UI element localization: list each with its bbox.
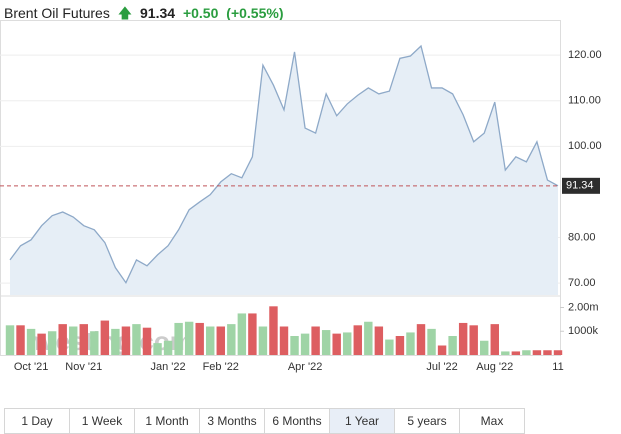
change-percent: (+0.55%)	[226, 5, 284, 21]
x-tick-label: Jul '22	[426, 361, 457, 373]
volume-bar	[511, 351, 521, 355]
chart: 70.0080.00100.00110.00120.00Investing.co…	[0, 20, 602, 373]
volume-bar	[501, 351, 510, 355]
plot-frame	[0, 20, 561, 356]
volume-bar	[458, 322, 468, 355]
volume-bar	[300, 333, 310, 355]
volume-bar	[279, 326, 289, 355]
y-tick-label: 120.00	[568, 49, 602, 61]
range-button[interactable]: 1 Week	[69, 408, 135, 434]
volume-bar	[69, 326, 78, 355]
volume-bar	[385, 339, 394, 355]
x-tick-label: Feb '22	[203, 361, 239, 373]
volume-bar	[522, 350, 531, 355]
y-tick-label: 70.00	[568, 277, 596, 289]
y-tick-label: 110.00	[568, 95, 601, 107]
volume-bar	[237, 313, 247, 355]
title: Brent Oil Futures	[4, 5, 110, 21]
range-buttons: 1 Day 1 Week 1 Month 3 Months 6 Months 1 Year…	[4, 408, 525, 434]
change: +0.50	[182, 5, 219, 21]
volume-bar	[448, 336, 457, 355]
volume-bar	[437, 345, 447, 355]
volume-bar	[16, 325, 25, 355]
x-tick-label: 11	[552, 361, 563, 373]
volume-bar	[111, 328, 120, 355]
last-price-box	[562, 177, 600, 194]
volume-bar	[364, 321, 373, 355]
volume-bar	[248, 313, 257, 355]
volume-bar	[153, 343, 162, 355]
volume-bar	[90, 331, 99, 355]
volume-bar	[374, 326, 384, 355]
volume-bar	[195, 322, 204, 355]
range-button[interactable]: Max	[459, 408, 525, 434]
volume-bar	[174, 322, 183, 355]
volume-bar	[258, 326, 268, 355]
volume-bar	[416, 324, 426, 355]
area-fill	[10, 45, 558, 295]
up-arrow: 🡅	[117, 5, 133, 21]
y-tick-label: 1000k	[568, 325, 598, 337]
volume-bar	[142, 327, 152, 355]
range-button[interactable]: 1 Month	[134, 408, 200, 434]
range-button[interactable]: 3 Months	[199, 408, 265, 434]
y-tick-label: 80.00	[568, 231, 596, 243]
price: 91.34	[140, 5, 176, 21]
volume-bar	[395, 336, 405, 355]
y-tick-label: 2.00m	[568, 301, 599, 313]
volume-bar	[121, 326, 131, 355]
price-line	[9, 44, 559, 284]
volume-bar	[79, 324, 88, 355]
x-tick-label: Nov '21	[65, 361, 102, 373]
x-tick-label: Jan '22	[151, 361, 186, 373]
y-tick-label: 100.00	[568, 140, 602, 152]
volume-bar	[480, 340, 489, 355]
volume-bar	[184, 321, 194, 355]
volume-bar	[490, 324, 499, 355]
volume-bar	[311, 326, 320, 355]
volume-bar	[37, 333, 46, 355]
volume-bar	[406, 332, 415, 355]
volume-bar	[132, 324, 141, 355]
range-button[interactable]: 1 Day	[4, 408, 70, 434]
volume-bar	[58, 324, 67, 355]
volume-bar	[427, 328, 436, 355]
volume-bar	[227, 324, 236, 355]
volume-bar	[163, 340, 173, 355]
volume-bar	[269, 306, 278, 355]
volume-bar	[532, 350, 542, 355]
volume-bar	[290, 336, 299, 355]
range-button[interactable]: 5 years	[394, 408, 460, 434]
volume-bar	[206, 326, 215, 355]
volume-bar	[100, 320, 110, 355]
volume-bar	[321, 330, 331, 355]
volume-bar	[553, 350, 563, 355]
last-price-label: 91.34	[566, 180, 594, 192]
volume-bar	[216, 326, 225, 355]
volume-bar	[332, 333, 341, 355]
volume-bar	[353, 325, 362, 355]
volume-bar	[26, 328, 36, 355]
range-button[interactable]: 1 Year	[329, 408, 395, 434]
volume-bar	[47, 331, 57, 355]
volume-bar	[5, 325, 15, 355]
volume-bar	[543, 350, 552, 355]
x-tick-label: Aug '22	[476, 361, 513, 373]
x-tick-label: Oct '21	[14, 361, 49, 373]
x-tick-label: Apr '22	[288, 361, 323, 373]
volume-bar	[343, 332, 352, 355]
range-button[interactable]: 6 Months	[264, 408, 330, 434]
header: Brent Oil Futures 🡅 91.34 +0.50 (+0.55%)	[4, 3, 287, 27]
volume-bar	[469, 325, 478, 355]
